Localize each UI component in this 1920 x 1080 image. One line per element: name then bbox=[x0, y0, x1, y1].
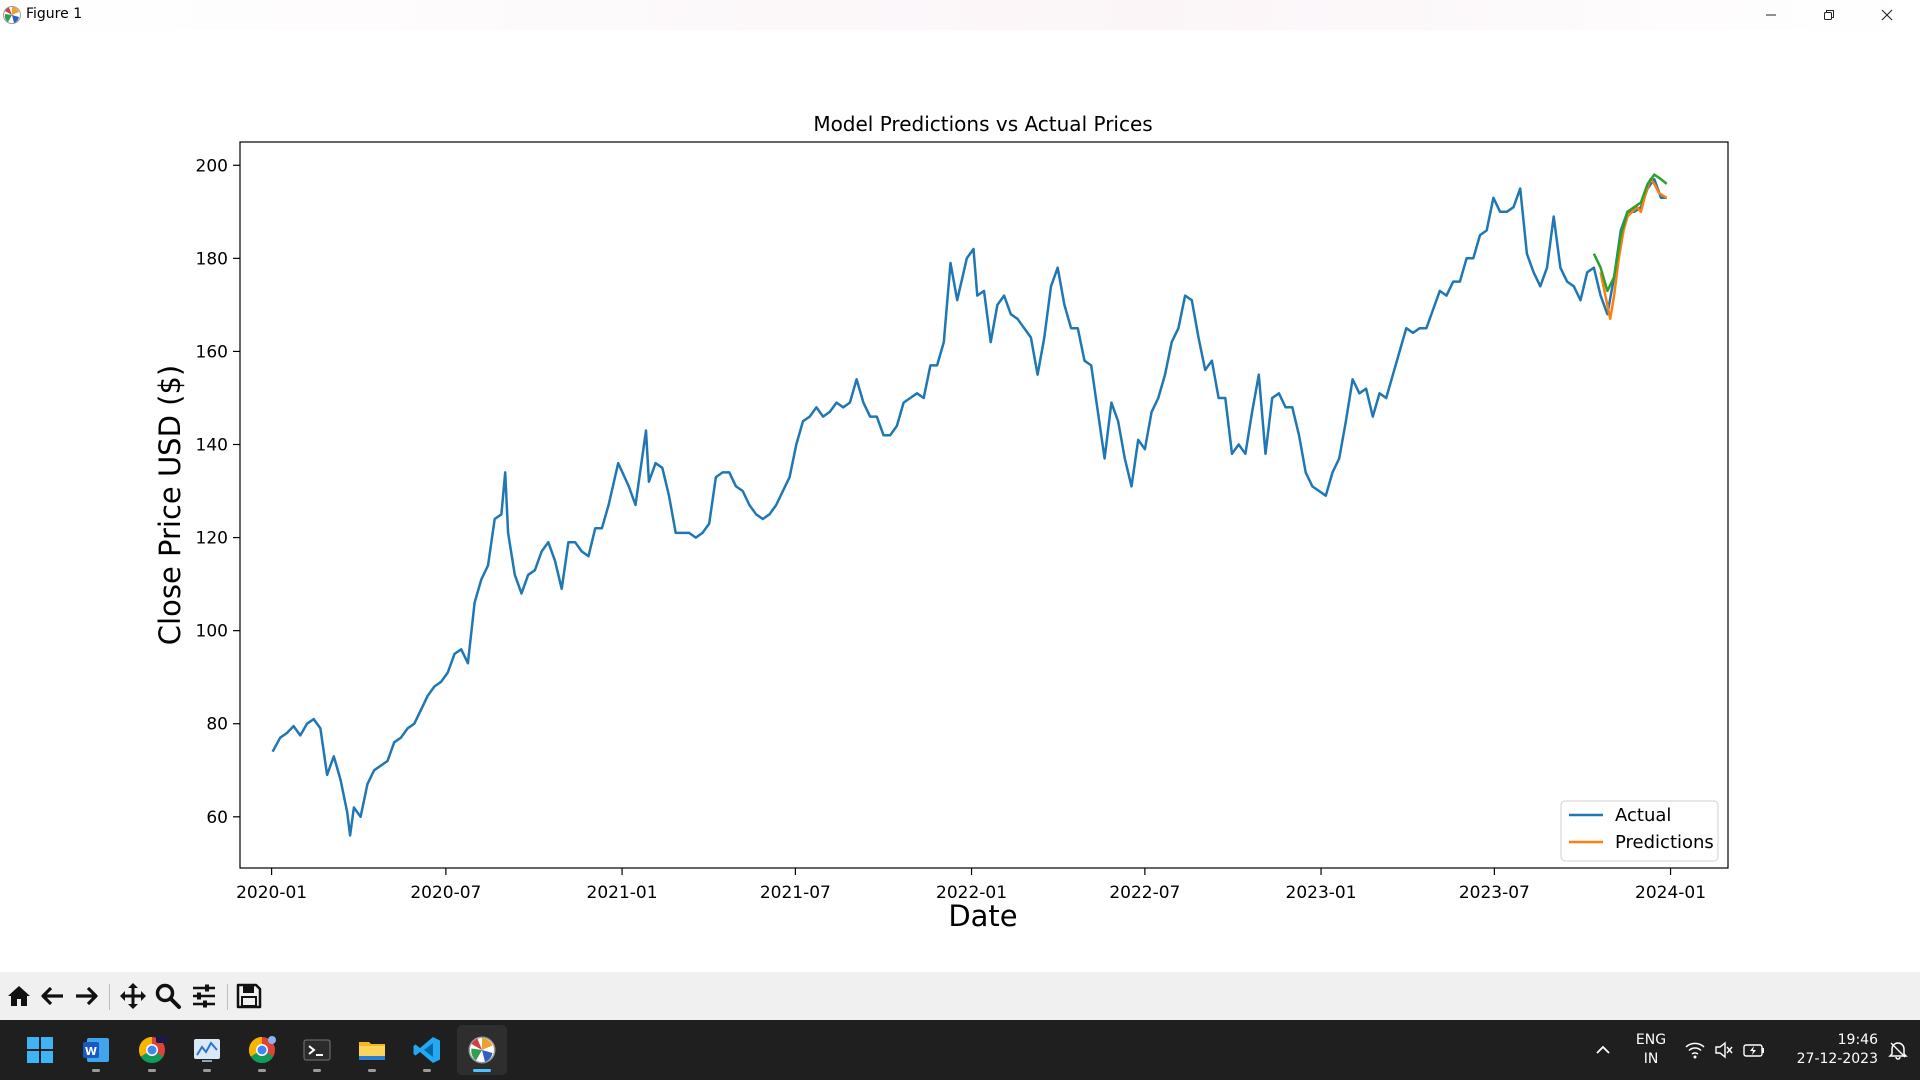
toolbar-separator bbox=[109, 984, 110, 1010]
legend: Actual Predictions bbox=[1560, 800, 1719, 862]
configure-subplots-button[interactable] bbox=[188, 980, 220, 1012]
clock-date: 27-12-2023 bbox=[1796, 1051, 1878, 1067]
toolbar-separator bbox=[227, 984, 228, 1010]
close-icon bbox=[1881, 9, 1893, 21]
running-indicator bbox=[258, 1069, 266, 1072]
back-button[interactable] bbox=[37, 980, 69, 1012]
running-indicator bbox=[313, 1069, 321, 1072]
pan-icon bbox=[120, 983, 146, 1009]
home-icon bbox=[8, 986, 30, 1006]
chart: Model Predictions vs Actual Prices 60 80 1… bbox=[153, 112, 1729, 933]
back-arrow-icon bbox=[41, 986, 63, 1006]
forward-arrow-icon bbox=[76, 986, 98, 1006]
x-tick-label: 2021-07 bbox=[760, 883, 831, 903]
zoom-icon bbox=[155, 983, 181, 1009]
close-button[interactable] bbox=[1858, 0, 1916, 30]
taskbar-python-figure[interactable] bbox=[457, 1025, 507, 1075]
save-icon bbox=[236, 983, 262, 1009]
monitor-chart-icon bbox=[194, 1039, 220, 1062]
y-axis-label: Close Price USD ($) bbox=[153, 365, 187, 645]
terminal-icon bbox=[303, 1039, 331, 1061]
wifi-icon bbox=[1685, 1042, 1705, 1059]
notifications-button[interactable] bbox=[1878, 1025, 1918, 1075]
x-tick-label: 2020-07 bbox=[410, 883, 481, 903]
configure-subplots-icon bbox=[193, 984, 215, 1008]
x-tick-label: 2020-01 bbox=[236, 883, 307, 903]
minimize-icon bbox=[1766, 14, 1776, 16]
forward-button[interactable] bbox=[70, 980, 102, 1012]
restore-icon bbox=[1824, 10, 1834, 20]
running-indicator bbox=[148, 1069, 156, 1072]
clock-time: 19:46 bbox=[1837, 1032, 1878, 1048]
taskbar-word[interactable]: W bbox=[71, 1025, 121, 1075]
svg-text:W: W bbox=[85, 1045, 97, 1058]
navigation-toolbar bbox=[0, 972, 1920, 1020]
x-tick-label: 2022-07 bbox=[1109, 883, 1180, 903]
taskbar-chrome[interactable] bbox=[237, 1025, 287, 1075]
running-indicator bbox=[92, 1069, 100, 1072]
pan-button[interactable] bbox=[117, 980, 149, 1012]
running-indicator bbox=[203, 1069, 211, 1072]
taskbar-performance-monitor[interactable] bbox=[182, 1025, 232, 1075]
x-tick-label: 2024-01 bbox=[1635, 883, 1706, 903]
matplotlib-app-icon bbox=[468, 1036, 496, 1064]
system-tray-status[interactable] bbox=[1680, 1032, 1770, 1068]
taskbar-terminal[interactable] bbox=[292, 1025, 342, 1075]
x-tick-label: 2023-07 bbox=[1459, 883, 1530, 903]
x-tick-label: 2021-01 bbox=[587, 883, 658, 903]
chevron-up-icon bbox=[1596, 1045, 1610, 1054]
speaker-muted-icon bbox=[1715, 1041, 1733, 1059]
save-button[interactable] bbox=[233, 980, 265, 1012]
series-line-unlabeled-2 bbox=[1592, 173, 1668, 293]
chart-title: Model Predictions vs Actual Prices bbox=[813, 112, 1152, 136]
taskbar-vscode[interactable] bbox=[402, 1025, 452, 1075]
y-tick-label: 60 bbox=[206, 808, 228, 828]
notification-bell-icon bbox=[1888, 1042, 1908, 1060]
series-line-predictions-1 bbox=[1599, 177, 1668, 321]
x-tick-label: 2022-01 bbox=[936, 883, 1007, 903]
y-tick-label: 160 bbox=[196, 342, 228, 362]
figure-canvas[interactable]: Model Predictions vs Actual Prices 60 80 1… bbox=[0, 30, 1920, 972]
y-tick-label: 120 bbox=[196, 529, 228, 549]
battery-charging-icon bbox=[1743, 1044, 1765, 1057]
series-line-actual-0 bbox=[271, 177, 1667, 837]
clock[interactable]: 19:46 27-12-2023 bbox=[1772, 1031, 1878, 1069]
x-tick-label: 2023-01 bbox=[1286, 883, 1357, 903]
show-hidden-icons-button[interactable] bbox=[1578, 1025, 1628, 1075]
running-indicator bbox=[368, 1069, 376, 1072]
matplotlib-app-icon bbox=[3, 6, 21, 24]
start-button[interactable] bbox=[15, 1025, 65, 1075]
vscode-icon bbox=[413, 1037, 440, 1063]
home-button[interactable] bbox=[3, 980, 35, 1012]
running-indicator bbox=[423, 1069, 431, 1072]
zoom-button[interactable] bbox=[152, 980, 184, 1012]
y-tick-label: 200 bbox=[196, 156, 228, 176]
legend-entry-predictions: Predictions bbox=[1615, 832, 1714, 853]
language-indicator[interactable]: ENG IN bbox=[1628, 1031, 1674, 1069]
windows-logo-icon bbox=[27, 1037, 53, 1063]
window-title: Figure 1 bbox=[26, 6, 83, 22]
chrome-icon bbox=[248, 1036, 276, 1064]
taskbar-file-explorer[interactable] bbox=[347, 1025, 397, 1075]
language-code: ENG bbox=[1635, 1032, 1667, 1048]
y-tick-label: 180 bbox=[196, 249, 228, 269]
minimize-button[interactable] bbox=[1742, 0, 1800, 30]
taskbar: W ENG IN 19:46 27-12-2 bbox=[0, 1020, 1920, 1080]
legend-entry-actual: Actual bbox=[1615, 805, 1671, 826]
y-tick-label: 140 bbox=[196, 436, 228, 456]
y-tick-label: 80 bbox=[206, 715, 228, 735]
restore-button[interactable] bbox=[1800, 0, 1858, 30]
window-titlebar[interactable]: Figure 1 bbox=[0, 0, 1920, 30]
region-code: IN bbox=[1643, 1051, 1659, 1067]
active-indicator bbox=[473, 1069, 491, 1072]
axes-frame bbox=[239, 141, 1729, 869]
taskbar-chrome-beta[interactable] bbox=[127, 1025, 177, 1075]
chrome-icon bbox=[138, 1036, 167, 1064]
word-icon: W bbox=[83, 1038, 109, 1062]
y-tick-label: 100 bbox=[196, 622, 228, 642]
x-axis-label: Date bbox=[948, 899, 1017, 933]
folder-icon bbox=[359, 1042, 385, 1060]
